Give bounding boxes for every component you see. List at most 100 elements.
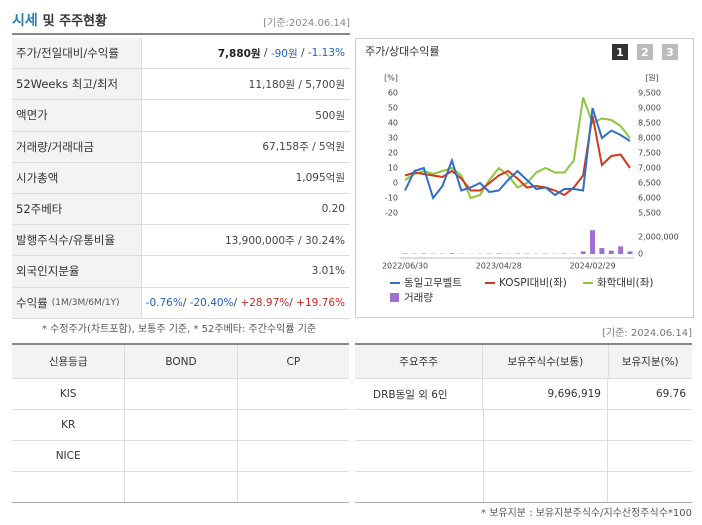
row-label: 52Weeks 최고/최저 — [12, 69, 142, 100]
series-line — [404, 97, 631, 200]
cell: KIS — [12, 379, 126, 409]
volume-bar — [496, 253, 502, 254]
row-label: 주가/전일대비/수익률 — [12, 38, 142, 69]
header-cell: 신용등급 — [12, 345, 126, 378]
volume-bar — [608, 250, 614, 254]
y2-tick-label: 9,500 — [638, 89, 661, 98]
cell — [484, 472, 609, 502]
row-value: 0.20 — [142, 194, 350, 224]
table-row: DRB동일 외 6인 9,696,919 69.76 — [355, 379, 692, 410]
row-value: 67,158주 / 5억원 — [142, 132, 350, 162]
table-row: KR — [12, 410, 349, 441]
legend-swatch — [390, 293, 399, 302]
y2-tick-label: 8,500 — [638, 119, 661, 128]
label-text: 시가총액 — [16, 170, 59, 185]
cell — [238, 379, 349, 409]
label-sub: (1M/3M/6M/1Y) — [51, 297, 120, 308]
value-part: 13,900,000주 / 30.24% — [224, 234, 345, 247]
cell: NICE — [12, 441, 126, 471]
tab-label[interactable]: 2 — [641, 46, 649, 59]
volume-tick-label: 2,000,000 — [638, 233, 679, 242]
table-row — [355, 410, 692, 441]
label-text: 외국인지분율 — [16, 264, 80, 279]
value-part: / — [297, 47, 308, 60]
y2-tick-label: 9,000 — [638, 104, 661, 113]
row-value: 3.01% — [142, 256, 350, 286]
summary-row: 발행주식수/유통비율 13,900,000주 / 30.24% — [12, 225, 350, 257]
value-part: / — [289, 296, 297, 309]
y2-tick-label: 7,000 — [638, 164, 661, 173]
cell: 9,696,919 — [483, 379, 608, 409]
label-text: 수익률 — [16, 295, 48, 310]
cell — [238, 410, 349, 440]
y2-tick-label: 6,500 — [638, 179, 661, 188]
y2-tick-label: 7,500 — [638, 149, 661, 158]
tab-label[interactable]: 3 — [666, 46, 674, 59]
y2-tick-label: 5,500 — [638, 209, 661, 218]
cell: 69.76 — [655, 388, 686, 400]
value-part: +19.76% — [296, 296, 345, 309]
row-label: 발행주식수/유통비율 — [12, 225, 142, 256]
volume-bar — [449, 253, 455, 254]
row-label: 거래량/거래대금 — [12, 131, 142, 162]
y-axis-label: [%] — [384, 74, 398, 83]
header-cell: BOND — [125, 345, 238, 378]
tab[interactable] — [662, 44, 678, 60]
value-part: -1.13% — [307, 47, 345, 60]
value-part: / — [260, 47, 271, 60]
table-row: NICE — [12, 441, 349, 472]
y2-tick-label: 6,000 — [638, 194, 661, 203]
y-tick-label: 50 — [388, 104, 398, 113]
y-tick-label: -20 — [385, 209, 398, 218]
x-tick-label: 2023/04/28 — [476, 262, 522, 271]
title: 시세 — [12, 13, 38, 29]
label-text: 52주베타 — [16, 202, 63, 217]
label-text: 주가/전일대비/수익률 — [16, 46, 119, 61]
header-cell: 보유주식수(보통) — [483, 345, 609, 378]
rule — [12, 33, 350, 35]
row-value: 11,180원 / 5,700원 — [142, 69, 350, 99]
volume-bar — [402, 253, 408, 254]
chart-panel — [355, 38, 694, 318]
title-sub: 및 주주현황 — [42, 14, 107, 29]
tab[interactable] — [612, 44, 628, 60]
label-text: 발행주식수/유통비율 — [16, 233, 116, 248]
tab-label[interactable]: 1 — [616, 46, 624, 59]
holders-table: 주요주주 보유주식수(보통) 보유지분(%) DRB동일 외 6인 9,696,919 6… — [355, 343, 692, 503]
y-tick-label: 20 — [388, 149, 398, 158]
volume-bar — [618, 246, 624, 254]
label-text: 액면가 — [16, 108, 48, 123]
credit-table: 신용등급 BOND CP KIS KR NICE — [12, 343, 349, 503]
value-part: 7,880원 — [217, 47, 261, 60]
date: [기준:2024.06.14] — [263, 18, 350, 29]
cell — [355, 472, 484, 502]
value-part: / — [182, 296, 190, 309]
summary-row: 거래량/거래대금 67,158주 / 5억원 — [12, 131, 350, 163]
table-row: KIS — [12, 379, 349, 410]
series-line — [404, 107, 631, 201]
table-row — [12, 472, 349, 502]
volume-bar — [580, 251, 586, 254]
tab[interactable] — [637, 44, 653, 60]
x-tick-label: 2022/06/30 — [382, 262, 428, 271]
row-value: 13,900,000주 / 30.24% — [142, 225, 350, 255]
cell — [125, 441, 238, 471]
date2: [기준: 2024.06.14] — [601, 328, 692, 339]
cell — [125, 472, 238, 502]
header-cell: 주요주주 — [355, 345, 484, 378]
volume-bar — [590, 230, 595, 254]
cell — [355, 441, 484, 471]
header: 시세 및 주주현황 — [12, 10, 107, 30]
row-value: 7,880원 / -90원 / -1.13% — [142, 38, 350, 68]
cell — [484, 410, 609, 440]
cell: KR — [12, 410, 126, 440]
label-text: 52Weeks 최고/최저 — [16, 77, 118, 92]
header-cell: CP — [237, 345, 349, 378]
value-part: 500원 — [315, 109, 345, 122]
row-label: 52주베타 — [12, 194, 142, 225]
summary-row: 52Weeks 최고/최저 11,180원 / 5,700원 — [12, 69, 350, 101]
value-part: 3.01% — [311, 265, 345, 278]
value-part: +28.97% — [240, 296, 290, 309]
footnote: * 보유지분 : 보유지분주식수/지수산정주식수*100 — [481, 508, 692, 519]
